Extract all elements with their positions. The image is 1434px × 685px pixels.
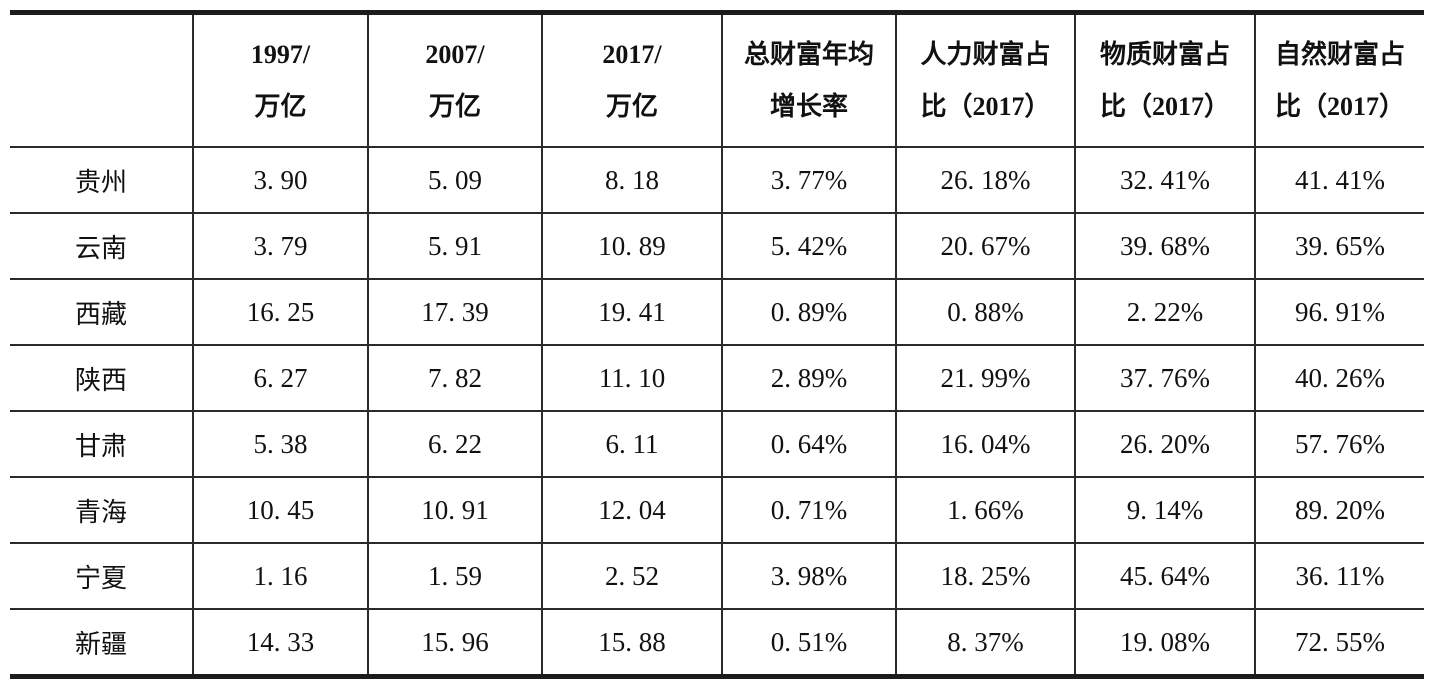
table-row: 新疆 14. 33 15. 96 15. 88 0. 51% 8. 37% 19… bbox=[10, 609, 1424, 677]
header-line1: 物质财富占 bbox=[1099, 39, 1230, 69]
table-cell: 5. 09 bbox=[367, 147, 542, 213]
row-header-province: 贵州 bbox=[74, 167, 127, 197]
table-cell: 15. 88 bbox=[541, 609, 722, 677]
table-cell: 2. 89% bbox=[721, 345, 896, 411]
table-cell: 89. 20% bbox=[1254, 477, 1424, 543]
table-cell: 6. 11 bbox=[541, 411, 722, 477]
header-line2: 增长率 bbox=[769, 91, 848, 121]
table-cell: 10. 91 bbox=[367, 477, 542, 543]
table-cell: 32. 41% bbox=[1074, 147, 1255, 213]
table-cell: 6. 27 bbox=[192, 345, 368, 411]
table-cell: 16. 25 bbox=[192, 279, 368, 345]
table-cell: 3. 98% bbox=[721, 543, 896, 609]
table-cell: 1. 59 bbox=[367, 543, 542, 609]
column-header-natural-wealth: 自然财富占 比（2017） bbox=[1254, 12, 1424, 147]
table-cell: 19. 08% bbox=[1074, 609, 1255, 677]
table-cell: 0. 88% bbox=[895, 279, 1075, 345]
table-row: 西藏 16. 25 17. 39 19. 41 0. 89% 0. 88% 2.… bbox=[10, 279, 1424, 345]
header-line1: 自然财富占 bbox=[1274, 39, 1405, 69]
table-cell: 37. 76% bbox=[1074, 345, 1255, 411]
table-cell: 7. 82 bbox=[367, 345, 542, 411]
table-cell: 21. 99% bbox=[895, 345, 1075, 411]
table-cell: 3. 90 bbox=[192, 147, 368, 213]
table-cell: 1. 16 bbox=[192, 543, 368, 609]
table-cell: 0. 51% bbox=[721, 609, 896, 677]
table-cell: 0. 64% bbox=[721, 411, 896, 477]
row-header-province: 青海 bbox=[74, 497, 127, 527]
table-cell: 45. 64% bbox=[1074, 543, 1255, 609]
table-cell: 10. 89 bbox=[541, 213, 722, 279]
table-cell: 36. 11% bbox=[1254, 543, 1424, 609]
table-cell: 10. 45 bbox=[192, 477, 368, 543]
table-cell: 3. 77% bbox=[721, 147, 896, 213]
table-cell: 72. 55% bbox=[1254, 609, 1424, 677]
row-header-province: 甘肃 bbox=[74, 431, 127, 461]
table-cell: 5. 38 bbox=[192, 411, 368, 477]
row-header-province: 新疆 bbox=[74, 629, 127, 659]
table-cell: 1. 66% bbox=[895, 477, 1075, 543]
column-header-total-growth: 总财富年均 增长率 bbox=[721, 12, 896, 147]
table-cell: 8. 18 bbox=[541, 147, 722, 213]
row-header-province: 西藏 bbox=[74, 299, 127, 329]
wealth-table: 1997/ 万亿 2007/ 万亿 2017/ 万亿 总财富年均 增长率 人力财… bbox=[10, 10, 1424, 679]
header-line1: 1997/ bbox=[250, 39, 311, 69]
row-header-province: 宁夏 bbox=[74, 563, 127, 593]
table-cell: 41. 41% bbox=[1254, 147, 1424, 213]
table-cell: 14. 33 bbox=[192, 609, 368, 677]
column-header-2007: 2007/ 万亿 bbox=[367, 12, 542, 147]
table-cell: 40. 26% bbox=[1254, 345, 1424, 411]
table-cell: 26. 18% bbox=[895, 147, 1075, 213]
header-line2: 比（2017） bbox=[1099, 91, 1230, 121]
table-cell: 96. 91% bbox=[1254, 279, 1424, 345]
table-cell: 18. 25% bbox=[895, 543, 1075, 609]
table-row: 云南 3. 79 5. 91 10. 89 5. 42% 20. 67% 39.… bbox=[10, 213, 1424, 279]
table-cell: 0. 71% bbox=[721, 477, 896, 543]
table-cell: 20. 67% bbox=[895, 213, 1075, 279]
table-cell: 26. 20% bbox=[1074, 411, 1255, 477]
table-cell: 17. 39 bbox=[367, 279, 542, 345]
table-cell: 3. 79 bbox=[192, 213, 368, 279]
table-row: 宁夏 1. 16 1. 59 2. 52 3. 98% 18. 25% 45. … bbox=[10, 543, 1424, 609]
table-cell: 12. 04 bbox=[541, 477, 722, 543]
column-header-1997: 1997/ 万亿 bbox=[192, 12, 368, 147]
header-line1: 2007/ bbox=[425, 39, 485, 69]
column-header-human-wealth: 人力财富占 比（2017） bbox=[895, 12, 1075, 147]
table-row: 贵州 3. 90 5. 09 8. 18 3. 77% 26. 18% 32. … bbox=[10, 147, 1424, 213]
table-cell: 15. 96 bbox=[367, 609, 542, 677]
header-line2: 万亿 bbox=[428, 91, 481, 121]
column-header-2017: 2017/ 万亿 bbox=[541, 12, 722, 147]
row-header-province: 陕西 bbox=[74, 365, 127, 395]
header-line2: 比（2017） bbox=[920, 91, 1051, 121]
header-line2: 比（2017） bbox=[1274, 91, 1405, 121]
table-cell: 5. 42% bbox=[721, 213, 896, 279]
table-row: 陕西 6. 27 7. 82 11. 10 2. 89% 21. 99% 37.… bbox=[10, 345, 1424, 411]
table-cell: 6. 22 bbox=[367, 411, 542, 477]
table-cell: 39. 68% bbox=[1074, 213, 1255, 279]
header-line2: 万亿 bbox=[254, 91, 307, 121]
table-cell: 39. 65% bbox=[1254, 213, 1424, 279]
column-header-province bbox=[10, 13, 193, 148]
header-line1: 总财富年均 bbox=[743, 39, 874, 69]
row-header-province: 云南 bbox=[74, 233, 127, 263]
table-cell: 16. 04% bbox=[895, 411, 1075, 477]
table-cell: 11. 10 bbox=[541, 345, 722, 411]
table-cell: 0. 89% bbox=[721, 279, 896, 345]
table-cell: 8. 37% bbox=[895, 609, 1075, 677]
table-cell: 5. 91 bbox=[367, 213, 542, 279]
table-cell: 2. 52 bbox=[541, 543, 722, 609]
table-cell: 57. 76% bbox=[1254, 411, 1424, 477]
header-row: 1997/ 万亿 2007/ 万亿 2017/ 万亿 总财富年均 增长率 人力财… bbox=[10, 12, 1424, 148]
header-line2: 万亿 bbox=[605, 91, 658, 121]
table-cell: 2. 22% bbox=[1074, 279, 1255, 345]
header-line1: 人力财富占 bbox=[920, 39, 1051, 69]
header-line1: 2017/ bbox=[602, 39, 662, 69]
table-row: 青海 10. 45 10. 91 12. 04 0. 71% 1. 66% 9.… bbox=[10, 477, 1424, 543]
table-cell: 19. 41 bbox=[541, 279, 722, 345]
table-cell: 9. 14% bbox=[1074, 477, 1255, 543]
column-header-material-wealth: 物质财富占 比（2017） bbox=[1074, 12, 1255, 147]
table-row: 甘肃 5. 38 6. 22 6. 11 0. 64% 16. 04% 26. … bbox=[10, 411, 1424, 477]
